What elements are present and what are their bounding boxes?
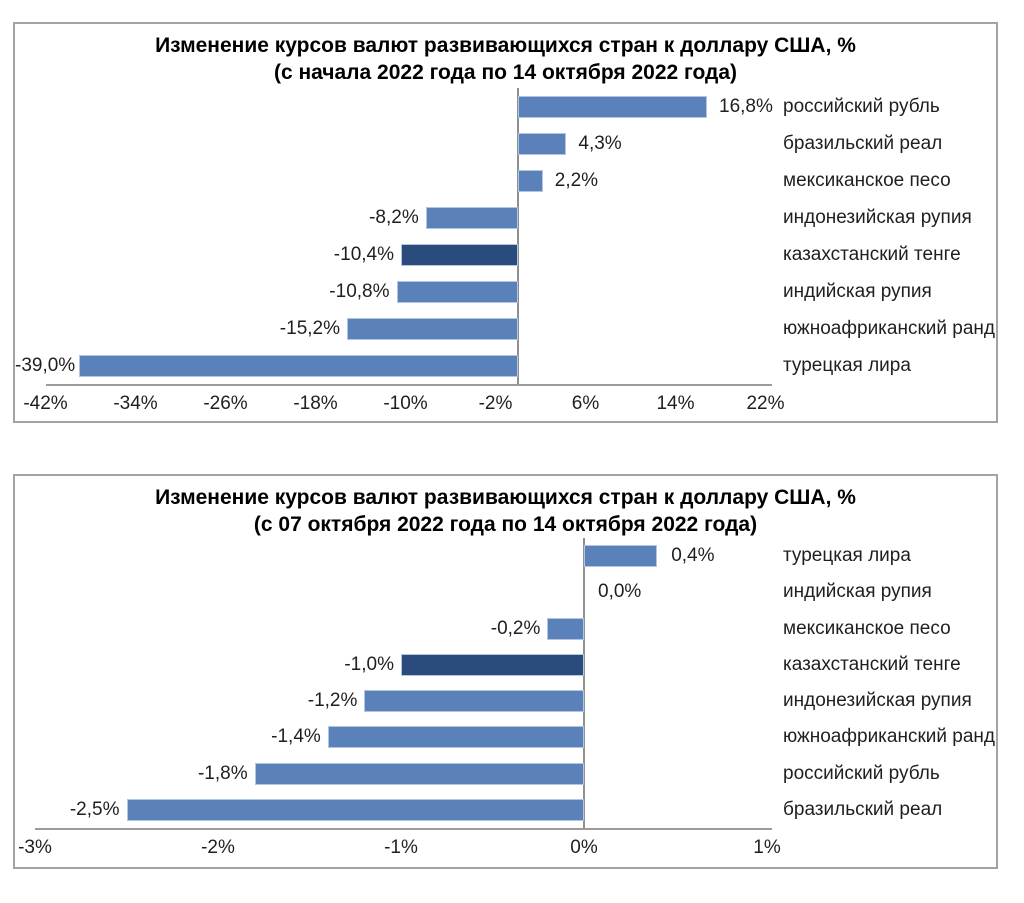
bar [347,317,518,340]
bar [401,243,518,266]
category-label: индонезийская рупия [783,207,972,228]
value-label: -8,2% [369,207,419,228]
chart-title-block: Изменение курсов валют развивающихся стр… [15,484,996,538]
category-label: турецкая лира [783,355,911,376]
bar [364,690,584,713]
category-label: бразильский реал [783,798,943,820]
chart-title: Изменение курсов валют развивающихся стр… [155,486,856,509]
bar [425,206,518,229]
x-tick-label: 22% [746,393,785,414]
x-axis-line [35,828,772,830]
value-label: 0,0% [598,581,642,603]
plot-area: -3% -2% -1% 0% 1% 0,4% турецкая лира 0,0% индийс… [15,476,996,867]
category-label: индийская рупия [783,581,932,603]
bar [401,653,584,676]
x-tick-label: -2% [201,837,235,858]
category-label: индонезийская рупия [783,690,972,711]
category-label: индийская рупия [783,281,932,302]
x-tick-label: -42% [23,393,68,414]
zero-axis-line [583,538,585,828]
value-label: 4,3% [578,133,622,154]
x-tick-label: 0% [570,837,598,858]
x-tick-label: -26% [203,393,248,414]
bar [327,726,584,749]
zero-axis-line [517,88,519,384]
x-tick-label: 6% [571,393,600,414]
chart-subtitle: (с 07 октября 2022 года по 14 октября 20… [253,513,758,536]
bar [254,762,584,785]
value-label: -1,8% [197,762,248,784]
plot-area: -42% -34% -26% -18% -10% -2% 6% 14% 22% 16,8% росс… [15,24,996,421]
value-label: -10,4% [333,244,394,265]
value-label: -1,2% [307,690,358,711]
chart-panel-weekly: Изменение курсов валют развивающихся стр… [13,474,998,869]
category-label: южноафриканский ранд [783,726,996,748]
bar [79,354,518,377]
chart-title: Изменение курсов валют развивающихся стр… [155,34,856,57]
category-label: мексиканское песо [783,617,951,639]
x-tick-label: -2% [478,393,513,414]
x-tick-label: -18% [293,393,338,414]
category-label: бразильский реал [783,133,943,154]
value-label: -1,4% [271,726,321,748]
chart-panel-ytd: Изменение курсов валют развивающихся стр… [13,22,998,423]
category-label: южноафриканский ранд [783,318,996,339]
bar [518,169,543,192]
value-label: 16,8% [719,96,773,117]
bar [396,280,518,303]
bar [584,545,658,568]
bar [518,95,707,118]
category-label: казахстанский тенге [783,653,961,675]
x-tick-label: 14% [656,393,695,414]
bar [518,132,567,155]
x-tick-label: -10% [383,393,428,414]
category-label: российский рубль [783,96,940,117]
bar [126,798,584,821]
value-label: -15,2% [279,318,340,339]
bar [547,617,584,640]
x-tick-label: -3% [18,837,52,858]
value-label: -2,5% [69,798,120,820]
x-axis-line [45,384,772,386]
category-label: российский рубль [783,762,940,784]
value-label: 2,2% [554,170,599,191]
category-label: турецкая лира [783,545,911,566]
value-label: -1,0% [344,653,394,675]
x-tick-label: -34% [113,393,158,414]
chart-subtitle: (с начала 2022 года по 14 октября 2022 г… [273,61,738,84]
value-label: -0,2% [490,617,541,639]
x-tick-label: -1% [384,837,418,858]
value-label: 0,4% [671,545,715,566]
chart-title-block: Изменение курсов валют развивающихся стр… [15,32,996,86]
value-label: -39,0% [15,355,76,376]
category-label: мексиканское песо [783,170,951,191]
category-label: казахстанский тенге [783,244,961,265]
value-label: -10,8% [329,281,390,302]
x-tick-label: 1% [753,837,781,858]
